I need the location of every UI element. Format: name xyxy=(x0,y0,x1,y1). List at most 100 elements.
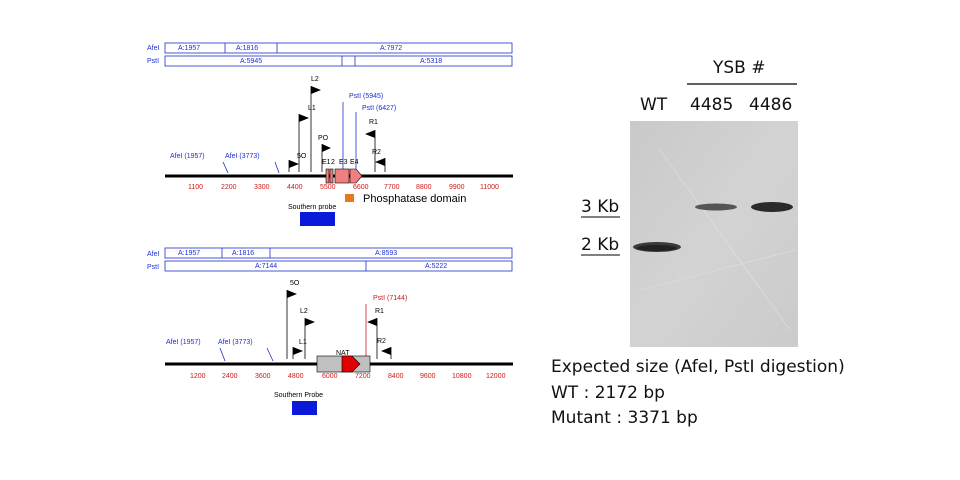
bottom-afel-row-label: AfeI xyxy=(147,251,160,258)
svg-text:R1: R1 xyxy=(369,119,378,126)
top-tick-labels: 1100 2200 3300 4400 5500 6600 7700 8800 … xyxy=(188,184,499,191)
bottom-psti-bar xyxy=(164,260,513,272)
bottom-tick-labels: 1200 2400 3600 4800 6000 7200 8400 9600 … xyxy=(190,373,506,380)
band-4486 xyxy=(751,202,793,212)
top-tick: 5500 xyxy=(320,184,336,191)
phosphatase-domain-label: Phosphatase domain xyxy=(363,193,466,205)
nat-arrow xyxy=(341,355,361,373)
top-southern-probe xyxy=(300,212,335,226)
top-tick: 11000 xyxy=(480,184,499,191)
bottom-primer-5O: 5O xyxy=(286,280,300,359)
top-probe-label: Southern probe xyxy=(288,204,336,211)
bottom-site-label: AfeI (3773) xyxy=(218,339,253,346)
svg-text:L1: L1 xyxy=(308,105,316,112)
top-afel-frag: A:7972 xyxy=(380,45,402,52)
top-tick: 1100 xyxy=(188,184,203,191)
top-tick: 6600 xyxy=(353,184,369,191)
svg-text:L2: L2 xyxy=(300,308,308,315)
gel-group-header: YSB # xyxy=(713,58,766,78)
top-primer-L2: L2 xyxy=(310,76,321,172)
bottom-tick: 4800 xyxy=(288,373,304,380)
top-psti-frag: A:5945 xyxy=(240,58,262,65)
bottom-afel-frag: A:8593 xyxy=(375,250,397,257)
bottom-afel-frag: A:1957 xyxy=(178,250,200,257)
top-tick: 9900 xyxy=(449,184,465,191)
svg-text:5O: 5O xyxy=(297,153,307,160)
svg-text:R2: R2 xyxy=(372,149,381,156)
top-primer-PO: PO xyxy=(318,135,331,172)
top-primer-5O: 5O xyxy=(288,153,307,172)
top-afel-bar xyxy=(164,42,513,54)
bottom-afel-bar xyxy=(164,247,513,259)
phosphatase-domain-block xyxy=(345,194,354,202)
bottom-tick: 7200 xyxy=(355,373,371,380)
top-gene-arrow xyxy=(349,168,363,184)
marker-2kb: 2 Kb xyxy=(581,235,620,255)
top-afel-row-label: AfeI xyxy=(147,45,160,52)
top-psti-frag: A:5318 xyxy=(420,58,442,65)
bottom-primer-R1: R1 xyxy=(367,308,384,359)
bottom-site-label: PstI (7144) xyxy=(373,295,407,302)
svg-text:L2: L2 xyxy=(311,76,319,83)
bottom-psti-frag: A:7144 xyxy=(255,263,277,270)
lane-label-wt: WT xyxy=(640,95,668,115)
svg-text:R2: R2 xyxy=(377,338,386,345)
top-site-label: AfeI (1957) xyxy=(170,153,205,160)
top-afel-frag: A:1957 xyxy=(178,45,200,52)
bottom-psti-row-label: PstI xyxy=(147,264,159,271)
bottom-restriction-map: AfeI PstI A:1957 A:1816 A:8593 A:7144 A:… xyxy=(147,247,513,272)
top-site-label: PstI (5945) xyxy=(349,93,383,100)
bottom-afel-frag: A:1816 xyxy=(232,250,254,257)
svg-text:PO: PO xyxy=(318,135,329,142)
bottom-probe-label: Southern Probe xyxy=(274,392,323,399)
top-exon-label: E1 xyxy=(322,159,331,166)
band-4485 xyxy=(695,203,737,211)
top-exon-label: E4 xyxy=(350,159,359,166)
bottom-tick: 12000 xyxy=(486,373,506,380)
bottom-tick: 9600 xyxy=(420,373,436,380)
top-exon-label: E3 xyxy=(339,159,348,166)
top-site-label: PstI (6427) xyxy=(362,105,396,112)
bottom-primer-L2: L2 xyxy=(300,308,315,359)
bottom-tick: 3600 xyxy=(255,373,271,380)
top-tick: 8800 xyxy=(416,184,432,191)
bottom-gene-track: 1200 2400 3600 4800 6000 7200 8400 9600 … xyxy=(165,280,513,415)
marker-3kb: 3 Kb xyxy=(581,197,620,217)
bottom-tick: 2400 xyxy=(222,373,238,380)
lane-label-4486: 4486 xyxy=(749,95,793,115)
caption-mutant-size: Mutant : 3371 bp xyxy=(551,408,698,428)
top-primer-L1: L1 xyxy=(298,105,316,172)
nat-label: NAT xyxy=(336,350,350,357)
svg-text:L1: L1 xyxy=(299,339,307,346)
top-psti-bar xyxy=(164,55,513,67)
bottom-tick: 8400 xyxy=(388,373,404,380)
bottom-psti-frag: A:5222 xyxy=(425,263,447,270)
top-primer-R2: R2 xyxy=(372,149,386,172)
bottom-tick: 10800 xyxy=(452,373,472,380)
top-tick: 3300 xyxy=(254,184,270,191)
caption-expected-size: Expected size (AfeI, PstI digestion) xyxy=(551,357,845,377)
top-site-label: AfeI (3773) xyxy=(225,153,260,160)
svg-text:5O: 5O xyxy=(290,280,300,287)
bottom-primer-R2: R2 xyxy=(377,338,392,359)
bottom-tick: 1200 xyxy=(190,373,206,380)
top-tick: 7700 xyxy=(384,184,400,191)
lane-label-4485: 4485 xyxy=(690,95,734,115)
southern-blot xyxy=(581,83,798,347)
bottom-southern-probe xyxy=(292,401,317,415)
gel-image xyxy=(630,121,798,347)
bottom-site-label: AfeI (1957) xyxy=(166,339,201,346)
top-restriction-map: AfeI PstI A:1957 A:1816 A:7972 A:5945 A:… xyxy=(147,42,513,67)
top-tick: 4400 xyxy=(287,184,303,191)
bottom-tick: 6000 xyxy=(322,373,338,380)
top-primer-R1: R1 xyxy=(365,119,378,172)
top-tick: 2200 xyxy=(221,184,237,191)
top-exon-label: 2 xyxy=(331,159,335,166)
caption-wt-size: WT : 2172 bp xyxy=(551,383,665,403)
svg-text:R1: R1 xyxy=(375,308,384,315)
top-gene-track: 1100 2200 3300 4400 5500 6600 7700 8800 … xyxy=(165,76,513,226)
top-psti-row-label: PstI xyxy=(147,58,159,65)
top-afel-frag: A:1816 xyxy=(236,45,258,52)
bottom-primer-L1: L1 xyxy=(292,339,307,359)
